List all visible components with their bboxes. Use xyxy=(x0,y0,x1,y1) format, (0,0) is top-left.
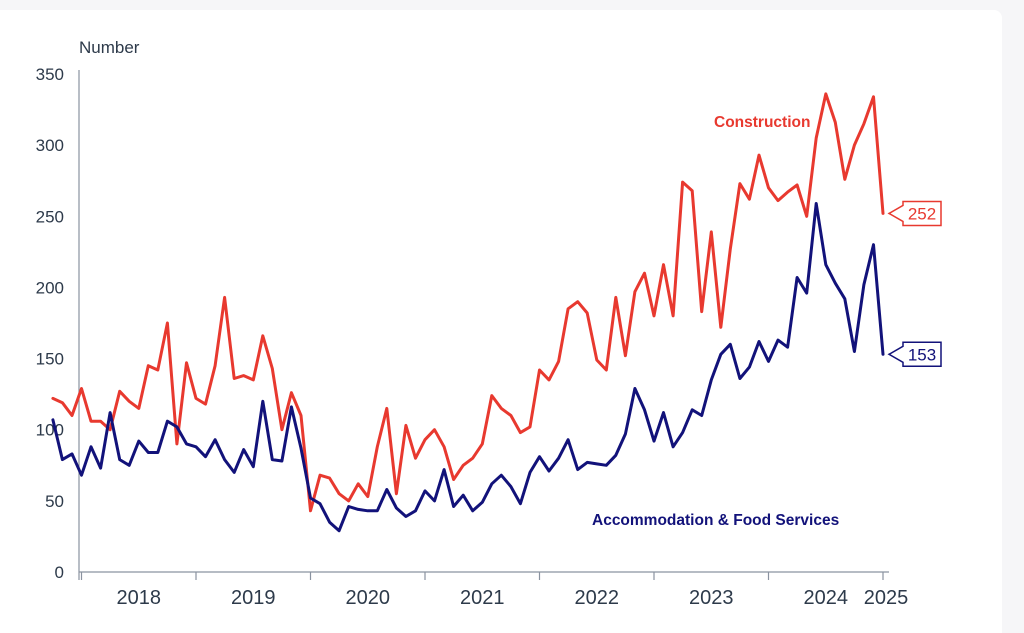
y-tick-label: 0 xyxy=(55,563,64,582)
end-label-box xyxy=(887,341,942,368)
series-line-construction xyxy=(51,92,885,513)
x-tick-label: 2018 xyxy=(117,587,162,609)
x-tick-label: 2024 xyxy=(804,587,849,609)
y-tick-label: 100 xyxy=(36,421,64,440)
end-label-value: 252 xyxy=(908,204,936,223)
y-axis-label: Number xyxy=(79,38,140,57)
series-label-construction: Construction xyxy=(714,114,810,131)
x-tick-label: 2025 xyxy=(864,587,909,609)
x-tick-label: 2021 xyxy=(460,587,505,609)
end-label-box xyxy=(887,200,942,227)
y-tick-label: 150 xyxy=(36,350,64,369)
series-label-accommodation: Accommodation & Food Services xyxy=(592,512,839,529)
chart-card xyxy=(0,10,1002,633)
y-tick-label: 250 xyxy=(36,207,64,226)
x-tick-label: 2019 xyxy=(231,587,276,609)
series-lines xyxy=(51,92,885,533)
end-label: 252 xyxy=(887,200,942,227)
x-axis: 2018 2019 2020 2021 2022 2023 2024 2025 xyxy=(78,571,909,609)
y-tick-label: 50 xyxy=(45,492,64,511)
series-line-accommodation xyxy=(51,202,885,533)
y-tick-label: 350 xyxy=(36,65,64,84)
end-label-value: 153 xyxy=(908,345,936,364)
y-tick-label: 200 xyxy=(36,278,64,297)
end-value-labels: 252 153 xyxy=(887,200,942,368)
x-tick-label: 2020 xyxy=(346,587,391,609)
x-tick-label: 2022 xyxy=(575,587,620,609)
x-tick-label: 2023 xyxy=(689,587,734,609)
y-axis: 0 50 100 150 200 250 300 350 xyxy=(36,65,80,582)
y-tick-label: 300 xyxy=(36,136,64,155)
end-label: 153 xyxy=(887,341,942,368)
